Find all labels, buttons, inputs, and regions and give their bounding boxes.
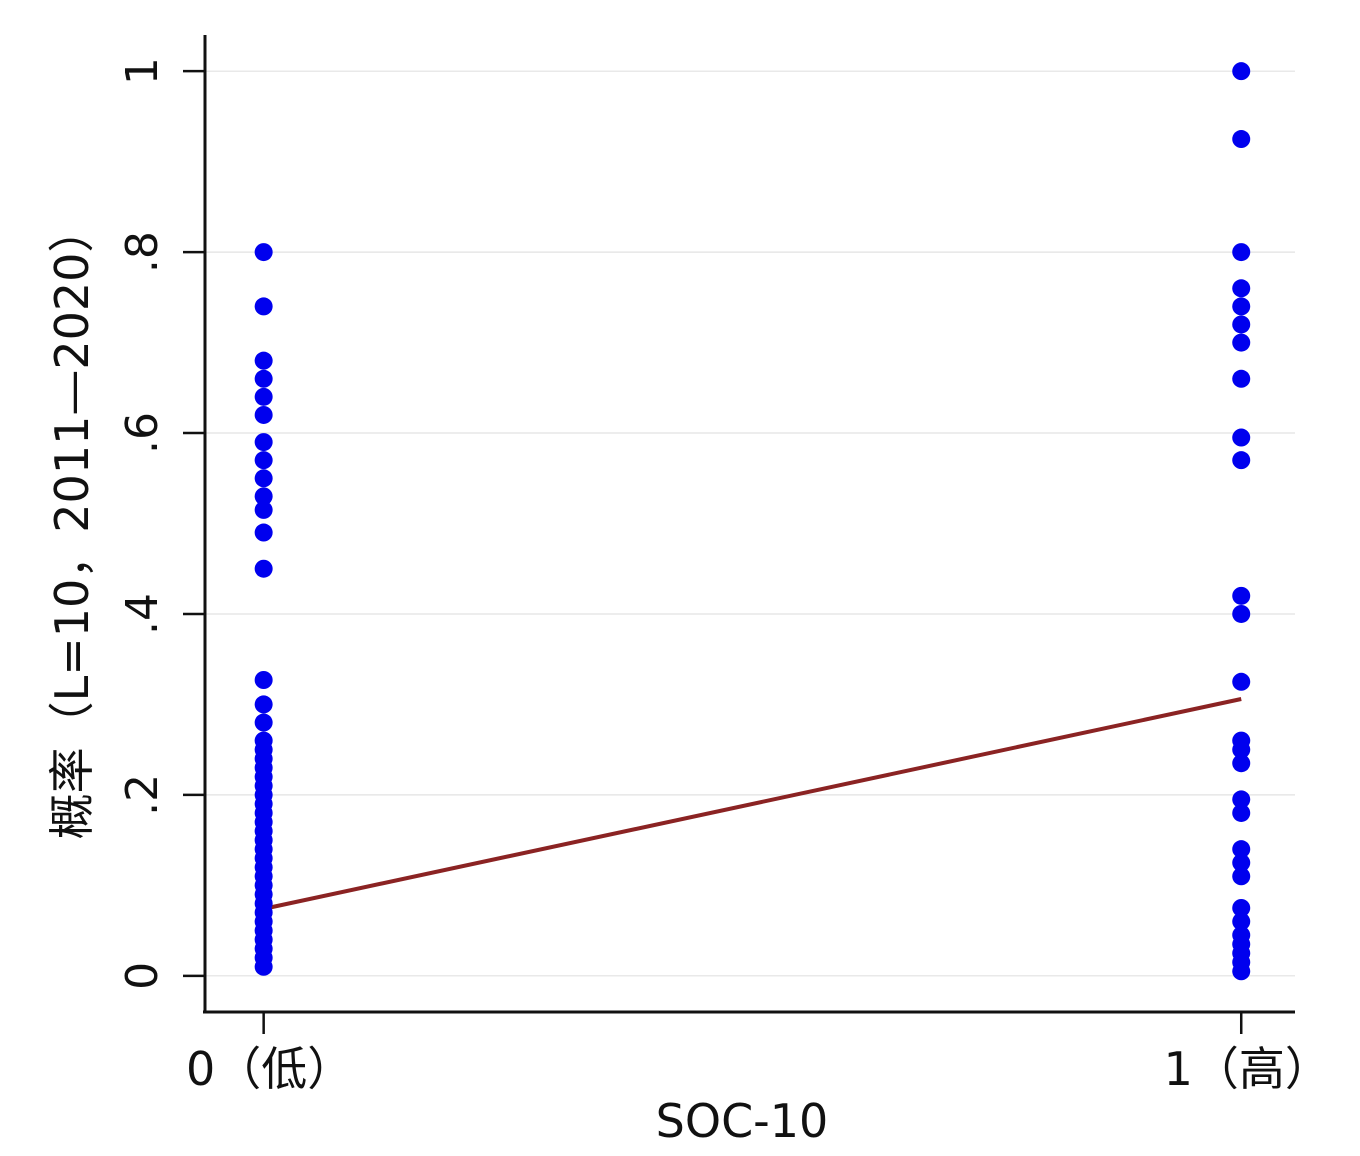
data-point <box>1232 754 1251 773</box>
data-point <box>1232 369 1251 388</box>
y-axis-title: 概率（L=10，2011—2020） <box>45 207 99 840</box>
data-point <box>254 957 273 976</box>
data-point <box>254 559 273 578</box>
scatter-points <box>254 62 1251 981</box>
data-point <box>254 487 273 506</box>
data-point <box>254 469 273 488</box>
data-point <box>1232 604 1251 623</box>
data-point <box>254 695 273 714</box>
x-ticks: 0（低） 1（高） <box>186 1012 1331 1096</box>
y-tick-label: .6 <box>117 412 168 454</box>
x-tick-label: 1（高） <box>1164 1042 1331 1096</box>
data-point <box>254 369 273 388</box>
data-point <box>254 451 273 470</box>
y-tick-label: 1 <box>117 57 168 85</box>
data-point <box>1232 740 1251 759</box>
y-ticks: 0 .2 .4 .6 .8 1 <box>117 57 205 990</box>
data-point <box>1232 428 1251 447</box>
y-tick-label: .8 <box>117 231 168 273</box>
data-point <box>1232 130 1251 149</box>
data-point <box>1232 333 1251 352</box>
data-point <box>254 387 273 406</box>
data-point <box>1232 912 1251 931</box>
data-point <box>254 405 273 424</box>
data-point <box>1232 451 1251 470</box>
data-point <box>1232 790 1251 809</box>
data-point <box>254 713 273 732</box>
data-point <box>1232 672 1251 691</box>
y-tick-label: 0 <box>117 962 168 990</box>
data-point <box>254 523 273 542</box>
fit-line-layer <box>263 697 1242 911</box>
data-point <box>254 671 273 690</box>
data-point <box>1232 243 1251 262</box>
data-point <box>1232 315 1251 334</box>
data-point <box>1232 898 1251 917</box>
data-point <box>1232 867 1251 886</box>
fit-line <box>263 697 1242 911</box>
data-point <box>1232 62 1251 81</box>
data-point <box>254 433 273 452</box>
x-tick-label: 0（低） <box>186 1042 353 1096</box>
x-axis-title: SOC-10 <box>656 1094 829 1148</box>
data-point <box>1232 962 1251 981</box>
data-point <box>254 351 273 370</box>
data-point <box>1232 297 1251 316</box>
data-point <box>1232 853 1251 872</box>
data-point <box>254 297 273 316</box>
data-point <box>1232 586 1251 605</box>
data-point <box>254 243 273 262</box>
y-tick-label: .2 <box>117 774 168 816</box>
data-point <box>1232 803 1251 822</box>
y-tick-label: .4 <box>117 593 168 635</box>
gridlines <box>205 70 1295 977</box>
data-point <box>1232 840 1251 859</box>
data-point <box>1232 279 1251 298</box>
data-point <box>254 500 273 519</box>
